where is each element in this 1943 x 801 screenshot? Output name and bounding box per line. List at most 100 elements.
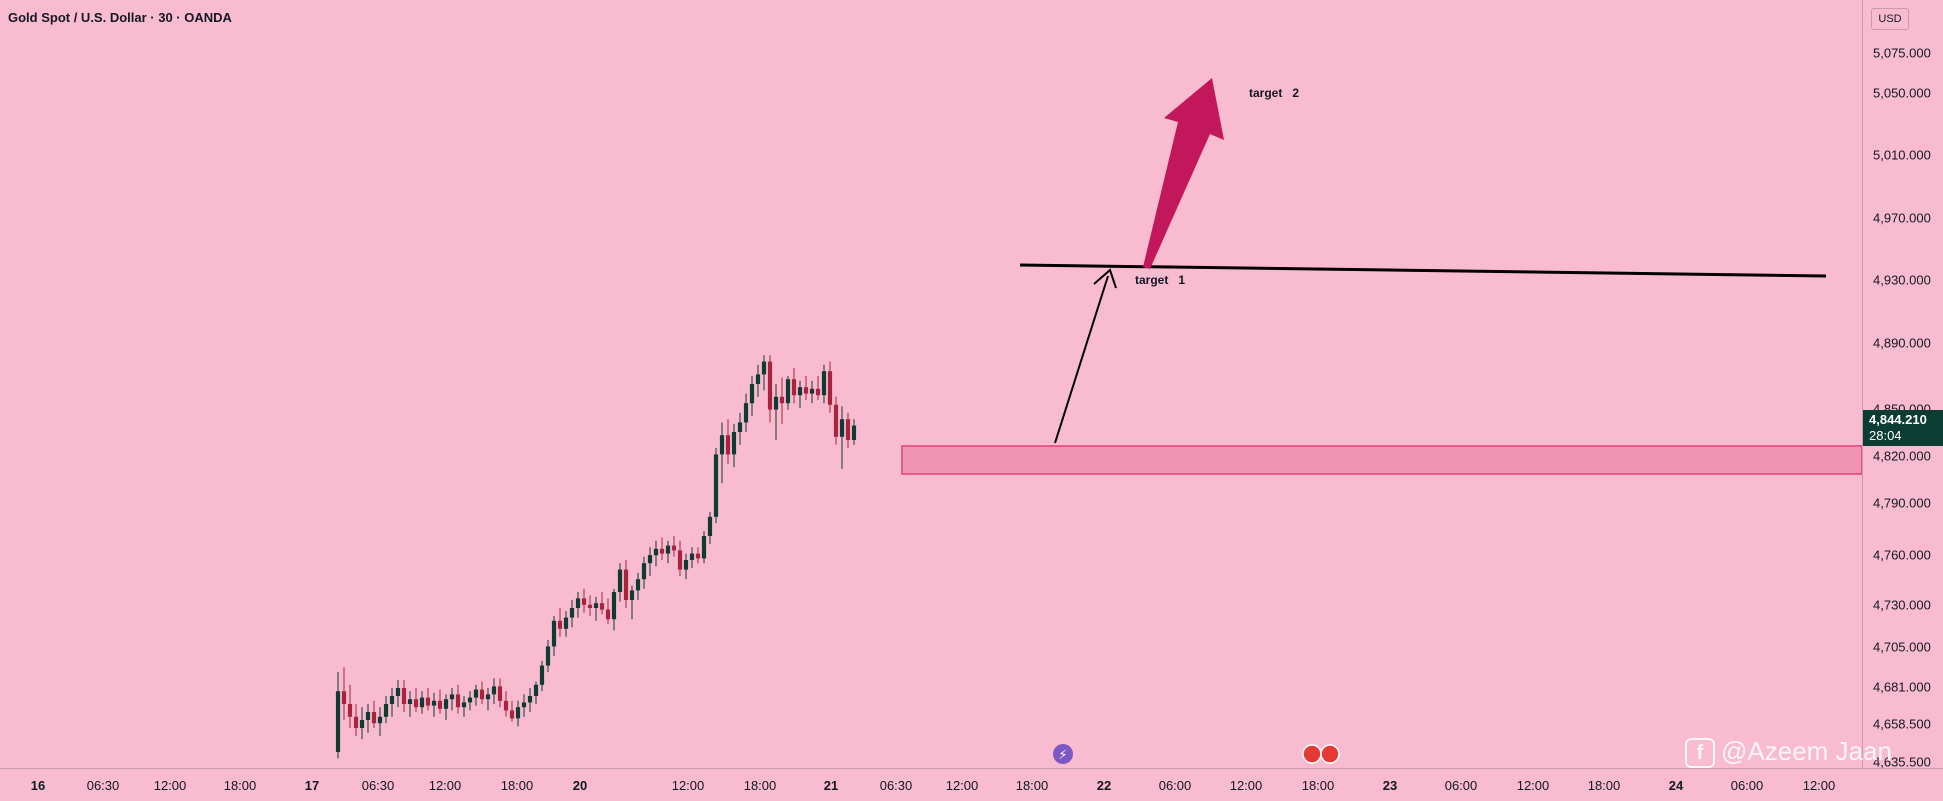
candle: [803, 376, 809, 400]
time-tick: 12:00: [1516, 778, 1550, 793]
candle: [629, 585, 635, 620]
candle-body: [641, 563, 647, 580]
candle-body: [431, 700, 437, 706]
candle-body: [581, 598, 587, 605]
price-tick: 5,010.000: [1873, 147, 1931, 163]
candle: [791, 368, 797, 404]
candle-body: [623, 569, 629, 600]
candle-body: [419, 697, 425, 708]
candle: [533, 681, 539, 704]
candle-body: [485, 694, 491, 700]
candle: [593, 596, 599, 621]
time-tick: 18:00: [743, 778, 777, 793]
candle-body: [341, 691, 347, 704]
candle: [545, 640, 551, 672]
target-1-label: target 1: [1135, 273, 1186, 287]
candle: [755, 364, 761, 397]
candle: [335, 672, 341, 759]
price-axis[interactable]: USD 5,075.000 5,050.000 5,010.000 4,970.000…: [1862, 0, 1943, 770]
candle-body: [569, 608, 575, 618]
candle-body: [515, 707, 521, 719]
candle: [443, 694, 449, 720]
candle-body: [743, 403, 749, 423]
time-tick: 06:00: [1444, 778, 1478, 793]
candle-body: [653, 548, 659, 556]
watermark-text: @Azeem Jaan: [1721, 736, 1892, 766]
candle-body: [563, 617, 569, 629]
time-tick: 06:30: [879, 778, 913, 793]
price-tick: 4,790.000: [1873, 495, 1931, 511]
symbol-title[interactable]: Gold Spot / U.S. Dollar · 30 · OANDA: [8, 10, 232, 25]
event-icons[interactable]: ⚡: [1053, 744, 1340, 764]
time-tick: 12:00: [1802, 778, 1836, 793]
candle-body: [683, 560, 689, 570]
candle-body: [467, 697, 473, 703]
candle: [845, 412, 851, 448]
candle: [737, 412, 743, 445]
time-axis[interactable]: 16 06:30 12:00 18:00 17 06:30 12:00 18:00 20 12:0…: [0, 768, 1943, 801]
candle-body: [587, 604, 593, 608]
candle: [341, 667, 347, 720]
candle: [455, 684, 461, 714]
candle-body: [827, 371, 833, 405]
candle-body: [395, 688, 401, 696]
candle-body: [575, 598, 581, 608]
candle-body: [695, 553, 701, 559]
price-tick: 5,075.000: [1873, 45, 1931, 61]
candle-body: [437, 700, 443, 709]
candle-body: [599, 603, 605, 610]
projection-arrow[interactable]: [1054, 268, 1117, 444]
candle: [425, 688, 431, 711]
time-tick: 18:00: [223, 778, 257, 793]
candle: [413, 688, 419, 712]
candle: [431, 692, 437, 717]
candle-body: [677, 550, 683, 570]
candle: [599, 592, 605, 615]
support-zone[interactable]: [901, 445, 1862, 475]
time-tick: 06:30: [86, 778, 120, 793]
time-tick: 20: [572, 778, 588, 793]
candle: [587, 595, 593, 616]
candle: [611, 588, 617, 631]
price-tick: 4,681.000: [1873, 679, 1931, 695]
candle: [401, 680, 407, 712]
candle: [731, 424, 737, 468]
bar-countdown: 28:04: [1869, 428, 1902, 443]
candle: [563, 611, 569, 637]
candle-body: [707, 516, 713, 536]
candle-body: [443, 699, 449, 709]
candle-body: [557, 620, 563, 629]
candle-body: [719, 435, 725, 455]
candle-body: [821, 371, 827, 396]
candle: [395, 680, 401, 708]
candle: [659, 537, 665, 560]
candle: [353, 704, 359, 736]
target-2-label: target 2: [1249, 86, 1300, 100]
candle-body: [737, 422, 743, 432]
candle: [359, 707, 365, 740]
target-2-arrow[interactable]: [1143, 78, 1224, 269]
candle-body: [509, 710, 515, 719]
time-tick: 18:00: [500, 778, 534, 793]
candle-body: [539, 665, 545, 685]
last-price-label: 4,844.210 28:04: [1863, 410, 1943, 446]
candle-body: [521, 702, 527, 708]
candle: [605, 598, 611, 624]
candle-body: [335, 691, 341, 752]
candle-body: [851, 425, 857, 440]
candle: [557, 608, 563, 637]
candle-body: [401, 688, 407, 704]
candle-body: [617, 569, 623, 592]
time-tick: 06:00: [1158, 778, 1192, 793]
candle-body: [713, 454, 719, 517]
candle: [701, 531, 707, 564]
time-tick: 12:00: [945, 778, 979, 793]
candle-body: [761, 361, 767, 375]
time-tick: 12:00: [153, 778, 187, 793]
currency-button[interactable]: USD: [1871, 8, 1909, 30]
time-tick: 22: [1096, 778, 1112, 793]
target-line[interactable]: [1019, 263, 1827, 278]
price-plot[interactable]: ⚡: [0, 0, 1862, 768]
price-tick: 4,705.000: [1873, 639, 1931, 655]
